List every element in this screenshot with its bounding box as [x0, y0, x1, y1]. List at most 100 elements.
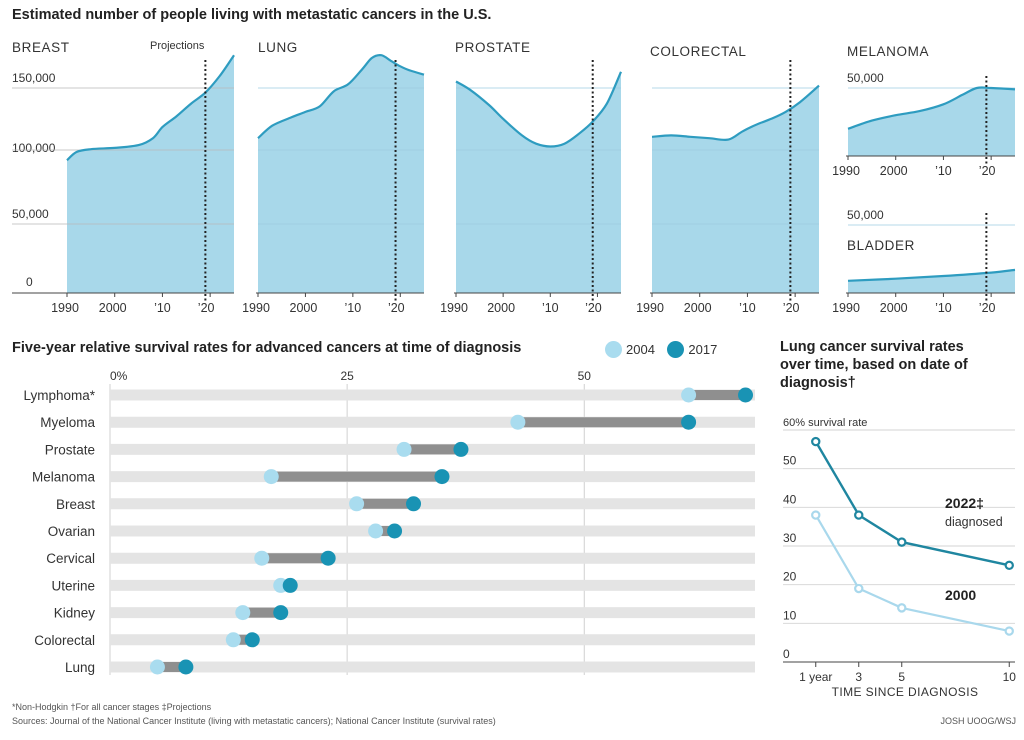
- lung-survival-title: Lung cancer survival rates over time, ba…: [780, 338, 968, 392]
- survival-row-label: Cervical: [46, 551, 95, 566]
- y-tick-50000: 50,000: [12, 207, 49, 221]
- survival-row-label: Prostate: [45, 442, 95, 457]
- y-tick-150000: 150,000: [12, 71, 56, 85]
- lung-y-tick-label: 30: [783, 531, 797, 545]
- survival-dot-2004: [396, 441, 412, 457]
- colorectal-x-tick-label: 2000: [684, 301, 712, 315]
- legend-2017-marker: [667, 341, 685, 359]
- metastatic-area-charts: 1990 2000 ’10 ’20 1990 2000 ’10 ’20 1990 2000 ’10 ’…: [12, 54, 1016, 315]
- y-tick-0: 0: [26, 275, 33, 289]
- source-note: Sources: Journal of the National Cancer …: [12, 716, 496, 726]
- lung-x-tick-label: 5: [898, 670, 905, 684]
- lung-point-2000: [854, 583, 864, 594]
- legend-2004-marker: [605, 341, 622, 359]
- survival-dot-2004: [368, 523, 384, 539]
- survival-row-label: Colorectal: [34, 633, 95, 648]
- survival-row-label: Myeloma: [40, 415, 95, 430]
- top-chart-title: Estimated number of people living with m…: [12, 7, 492, 23]
- survival-dot-2017: [273, 605, 289, 621]
- lung-line-2022: [814, 440, 1010, 567]
- lung-survival-line-chart: 60% survival rate 50 40 30 20 10 0 1 year 3 5 10 TI…: [783, 417, 1017, 699]
- survival-dot-2004: [149, 659, 165, 675]
- lung-y-tick-label: 0: [783, 647, 790, 661]
- lung-x-tick-label: 3: [855, 670, 862, 684]
- footnote: *Non-Hodgkin †For all cancer stages ‡Pro…: [12, 702, 212, 712]
- lung-point-2022: [1004, 560, 1014, 571]
- survival-chart-title: Five-year relative survival rates for ad…: [12, 340, 522, 356]
- survival-dot-2004: [254, 550, 270, 566]
- survival-row-label: Lung: [65, 660, 95, 675]
- panel-title-melanoma: MELANOMA: [847, 44, 930, 59]
- lung-y-tick-label: 50: [783, 454, 797, 468]
- lung-point-2022: [854, 510, 864, 520]
- bladder-area-line: [847, 268, 1016, 282]
- survival-dot-2017: [434, 469, 450, 485]
- panel-title-lung: LUNG: [258, 40, 298, 55]
- lung-y-tick-label: 10: [783, 608, 797, 622]
- survival-dot-2017: [453, 441, 469, 457]
- survival-dot-2017: [681, 414, 697, 430]
- survival-row-label: Ovarian: [48, 524, 95, 539]
- projections-label: Projections: [150, 40, 205, 52]
- melanoma-area-line: [847, 86, 1016, 130]
- legend-2017-label: 2017: [688, 342, 718, 358]
- survival-x-tick-label: 25: [340, 369, 354, 383]
- panel-title-bladder: BLADDER: [847, 238, 915, 253]
- panel-title-colorectal: COLORECTAL: [650, 44, 747, 59]
- survival-dot-2017: [244, 632, 260, 648]
- bladder-y-tick-50000: 50,000: [847, 208, 884, 222]
- panel-title-breast: BREAST: [12, 40, 70, 55]
- lung-series-label-2000: 2000: [945, 587, 976, 603]
- bladder-area-fill: [848, 269, 1015, 293]
- prostate-x-tick-label: 1990: [440, 301, 468, 315]
- lung-x-tick-label: 1 year: [799, 670, 832, 684]
- breast-x-tick-label: ’10: [154, 301, 171, 315]
- lung-survival-title-line-3: diagnosis†: [780, 375, 856, 391]
- lung-point-2022: [811, 436, 821, 447]
- colorectal-area-fill: [652, 85, 819, 293]
- melanoma-x-tick-label: ’10: [935, 164, 952, 178]
- colorectal-x-tick-label: 1990: [636, 301, 664, 315]
- lung-x-tick-label: 2000: [290, 301, 318, 315]
- colorectal-area-line: [651, 84, 820, 142]
- survival-row-label: Kidney: [54, 606, 96, 621]
- lung-series-label-2022: 2022‡: [945, 495, 984, 511]
- survival-row-label: Melanoma: [32, 470, 96, 485]
- lung-survival-title-line-2: over time, based on date of: [780, 357, 968, 373]
- melanoma-x-tick-label: 1990: [832, 164, 860, 178]
- lung-point-2000: [897, 603, 907, 613]
- lung-y-tick-label: 40: [783, 492, 797, 506]
- breast-x-tick-label: 1990: [51, 301, 79, 315]
- survival-x-tick-label: 50: [578, 369, 592, 383]
- breast-x-tick-label: ’20: [198, 301, 215, 315]
- breast-area-line: [66, 54, 235, 162]
- prostate-x-tick-label: ’10: [542, 301, 559, 315]
- bladder-x-tick-label: 2000: [880, 301, 908, 315]
- survival-dot-2004: [225, 632, 241, 648]
- prostate-x-tick-label: 2000: [487, 301, 515, 315]
- lung-series-label-2022-diagnosed: diagnosed: [945, 515, 1003, 529]
- breast-x-tick-label: 2000: [99, 301, 127, 315]
- survival-dot-2017: [406, 496, 422, 512]
- melanoma-y-tick-50000: 50,000: [847, 71, 884, 85]
- lung-x-tick-label: 10: [1003, 670, 1017, 684]
- survival-legend: 2004 2017: [605, 341, 725, 359]
- lung-point-2000: [1004, 626, 1014, 636]
- survival-dot-2017: [387, 523, 403, 539]
- prostate-area-line: [455, 71, 623, 148]
- lung-line-2000: [814, 514, 1010, 633]
- lung-survival-title-line-1: Lung cancer survival rates: [780, 339, 964, 355]
- survival-dot-2017: [320, 550, 336, 566]
- survival-row-label: Breast: [56, 497, 95, 512]
- melanoma-x-tick-label: 2000: [880, 164, 908, 178]
- colorectal-x-tick-label: ’20: [783, 301, 800, 315]
- melanoma-x-tick-label: ’20: [979, 164, 996, 178]
- lung-area-fill: [258, 55, 424, 293]
- survival-dot-2017: [738, 387, 754, 403]
- survival-dot-2004: [349, 496, 365, 512]
- colorectal-x-tick-label: ’10: [739, 301, 756, 315]
- legend-2004-label: 2004: [626, 342, 655, 358]
- lung-y-tick-label: 60% survival rate: [783, 417, 867, 429]
- lung-x-tick-label: 1990: [242, 301, 270, 315]
- survival-row-label: Uterine: [51, 578, 95, 593]
